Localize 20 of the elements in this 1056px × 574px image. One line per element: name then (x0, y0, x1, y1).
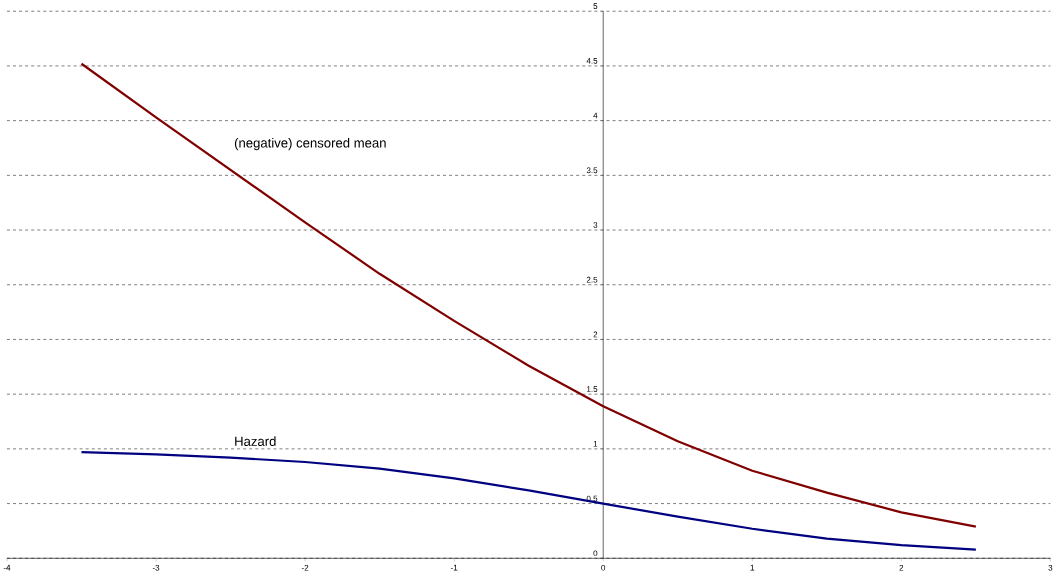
y-tick-label: 1.5 (587, 386, 598, 392)
y-tick-label: 1 (593, 441, 598, 447)
x-tick-label: 3 (1048, 564, 1053, 571)
x-tick-label: 2 (899, 564, 904, 571)
y-tick-label: 2 (593, 331, 598, 338)
x-tick-label: -3 (152, 564, 160, 571)
x-tick-label: 0 (601, 564, 606, 571)
series-label: (negative) censored mean (234, 137, 386, 151)
x-tick-label: -2 (301, 564, 309, 571)
x-tick-label: -4 (3, 564, 11, 571)
y-tick-label: 4.5 (586, 58, 598, 64)
y-tick-label: 0 (593, 550, 598, 557)
y-tick-label: 2.5 (586, 276, 598, 283)
x-tick-label: -1 (450, 564, 458, 571)
y-tick-label: 4 (593, 112, 598, 119)
y-tick-label: 3 (593, 222, 598, 228)
y-tick-label: 3.5 (586, 167, 598, 174)
x-tick-label: 1 (750, 564, 755, 571)
series-label: Hazard (235, 436, 276, 446)
y-tick-label: 5 (593, 3, 598, 9)
